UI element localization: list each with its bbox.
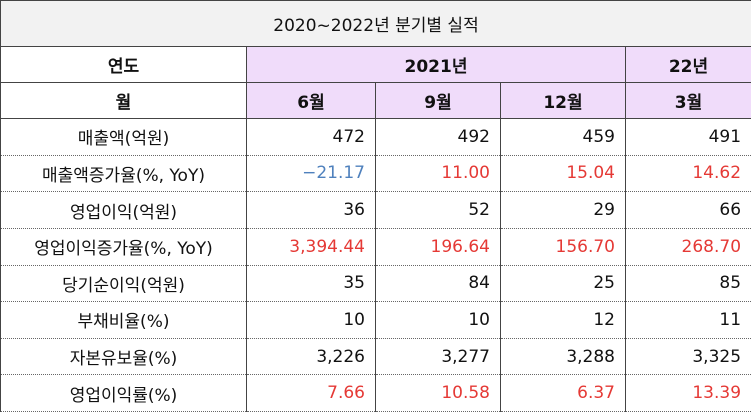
value-cell: 3,226 (246, 337, 376, 376)
value-cell: 491 (624, 118, 751, 156)
value-cell: 196.64 (375, 227, 501, 266)
value-cell: 6.37 (500, 374, 626, 412)
value-cell: 459 (500, 118, 626, 156)
month-header: 9월 (375, 82, 501, 120)
data-row: 매출액(억원) 472 492 459 491 (0, 118, 751, 156)
value-cell: 11.00 (375, 154, 501, 193)
value-cell: −21.17 (246, 154, 376, 193)
row-label: 당기순이익(억원) (0, 264, 247, 303)
value-cell: 15.04 (500, 154, 626, 193)
value-cell: 25 (500, 264, 626, 303)
row-label: 매출액증가율(%, YoY) (0, 154, 247, 193)
data-row: 부채비율(%) 10 10 12 11 (0, 301, 751, 339)
row-label: 매출액(억원) (0, 118, 247, 156)
value-cell: 13.39 (624, 374, 751, 412)
value-cell: 85 (624, 264, 751, 303)
value-cell: 12 (500, 301, 626, 339)
value-cell: 3,277 (375, 337, 501, 376)
value-cell: 3,394.44 (246, 227, 376, 266)
value-cell: 3,325 (624, 337, 751, 376)
data-row: 영업이익(억원) 36 52 29 66 (0, 191, 751, 229)
value-cell: 10 (246, 301, 376, 339)
month-header: 12월 (500, 82, 626, 120)
value-cell: 3,288 (500, 337, 626, 376)
value-cell: 35 (246, 264, 376, 303)
row-label: 영업이익(억원) (0, 191, 247, 229)
data-row: 당기순이익(억원) 35 84 25 85 (0, 264, 751, 303)
value-cell: 268.70 (624, 227, 751, 266)
year-label: 연도 (0, 46, 247, 84)
row-label: 부채비율(%) (0, 301, 247, 339)
year-header: 22년 (624, 46, 751, 84)
month-header: 3월 (624, 82, 751, 120)
month-label: 월 (0, 82, 247, 120)
month-row: 월 6월 9월 12월 3월 (0, 82, 751, 120)
value-cell: 156.70 (500, 227, 626, 266)
row-label: 영업이익증가율(%, YoY) (0, 227, 247, 266)
value-cell: 84 (375, 264, 501, 303)
row-label: 자본유보율(%) (0, 337, 247, 376)
value-cell: 10.58 (375, 374, 501, 412)
data-row: 매출액증가율(%, YoY) −21.17 11.00 15.04 14.62 (0, 154, 751, 193)
value-cell: 66 (624, 191, 751, 229)
value-cell: 52 (375, 191, 501, 229)
data-row: 자본유보율(%) 3,226 3,277 3,288 3,325 (0, 337, 751, 376)
year-row: 연도 2021년 22년 (0, 46, 751, 84)
table-title: 2020~2022년 분기별 실적 (0, 0, 751, 48)
data-body: 매출액(억원) 472 492 459 491 매출액증가율(%, YoY) −21.17 1… (0, 118, 751, 412)
value-cell: 472 (246, 118, 376, 156)
value-cell: 14.62 (624, 154, 751, 193)
value-cell: 492 (375, 118, 501, 156)
value-cell: 36 (246, 191, 376, 229)
row-label: 영업이익률(%) (0, 374, 247, 412)
value-cell: 10 (375, 301, 501, 339)
year-header: 2021년 (246, 46, 626, 84)
value-cell: 11 (624, 301, 751, 339)
month-header: 6월 (246, 82, 376, 120)
data-row: 영업이익률(%) 7.66 10.58 6.37 13.39 (0, 374, 751, 412)
title-row: 2020~2022년 분기별 실적 (0, 0, 751, 48)
value-cell: 7.66 (246, 374, 376, 412)
value-cell: 29 (500, 191, 626, 229)
data-row: 영업이익증가율(%, YoY) 3,394.44 196.64 156.70 268.7… (0, 227, 751, 266)
